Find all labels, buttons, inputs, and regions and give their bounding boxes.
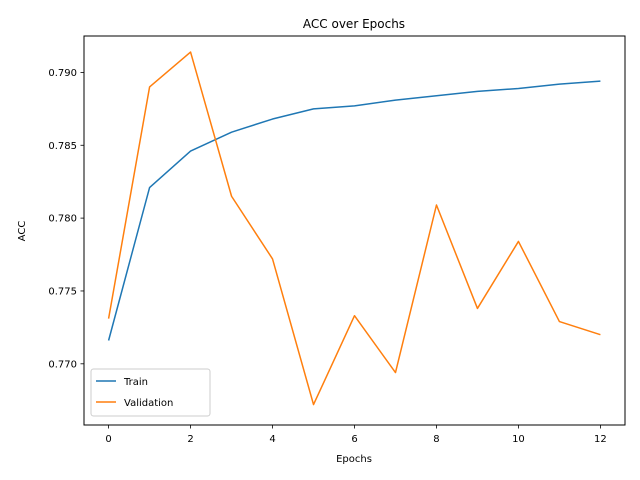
y-tick-label: 0.785 [48,141,77,152]
x-tick-label: 8 [433,434,439,445]
series-line-validation [107,51,601,406]
x-tick-label: 4 [269,434,275,445]
legend: Train Validation [90,368,211,417]
y-tick-label: 0.790 [48,68,77,79]
y-tick-label: 0.770 [48,359,77,370]
y-axis: 0.770 0.775 0.780 0.785 0.790 [48,68,84,370]
x-axis-label: Epochs [336,454,372,465]
y-tick-label: 0.780 [48,214,77,225]
x-tick-label: 2 [187,434,193,445]
chart-title: ACC over Epochs [303,17,405,31]
series-line-train [107,80,601,341]
x-tick-label: 6 [351,434,357,445]
y-axis-label: ACC [17,221,28,242]
x-tick-label: 12 [594,434,607,445]
x-axis: 0 2 4 6 8 10 12 [105,425,607,445]
legend-box [90,368,211,417]
x-tick-label: 10 [512,434,525,445]
x-tick-label: 0 [105,434,111,445]
legend-label: Train [123,377,148,388]
y-tick-label: 0.775 [48,286,77,297]
series-layer [107,51,601,406]
legend-label: Validation [124,398,173,409]
